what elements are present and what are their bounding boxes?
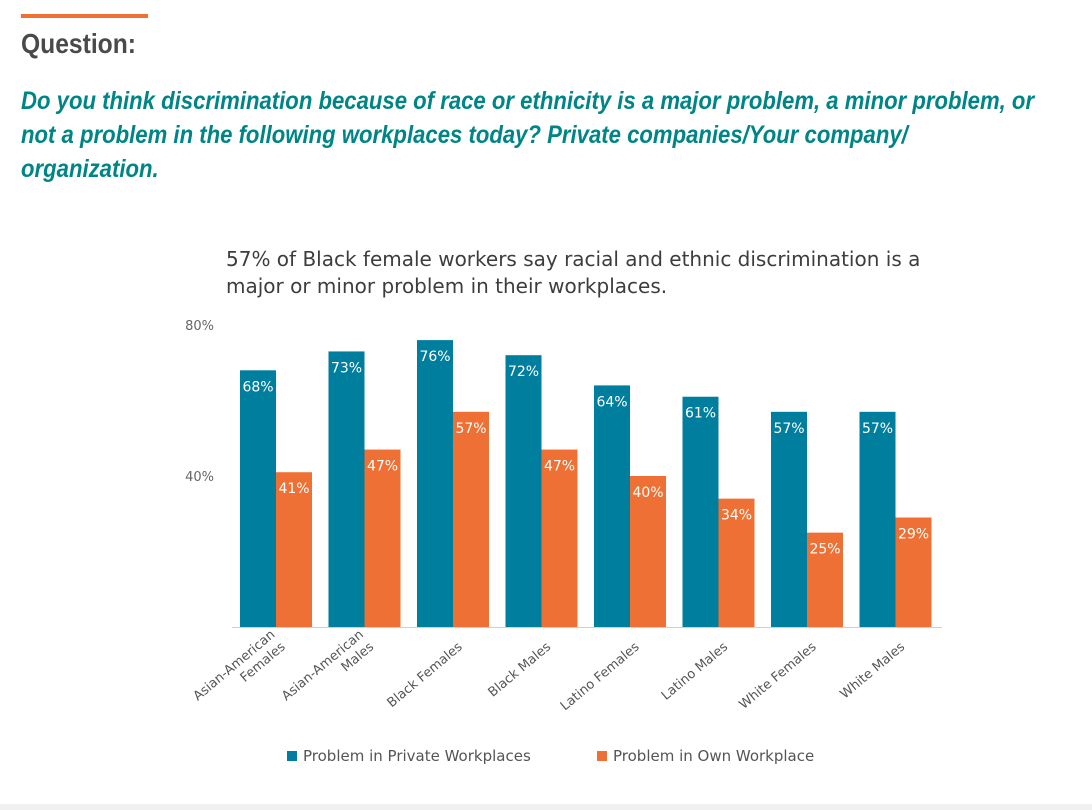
data-label: 73%	[331, 360, 362, 376]
bar-own	[895, 517, 932, 627]
bar-own	[630, 476, 666, 627]
y-tick-label: 80%	[185, 319, 214, 334]
bar-own	[718, 498, 755, 627]
bar-private	[417, 340, 453, 627]
category-label-line: White Females	[737, 639, 820, 712]
category-label: Asian-AmericanMales	[279, 627, 377, 716]
data-label: 41%	[278, 481, 309, 497]
legend-label-private: Problem in Private Workplaces	[303, 747, 531, 765]
bar-own	[364, 449, 401, 627]
question-text: Do you think discrimination because of r…	[21, 87, 1035, 183]
bar-own	[276, 472, 312, 627]
bar-private	[682, 396, 719, 627]
legend: Problem in Private Workplaces Problem in…	[287, 747, 847, 767]
category-label-line: Black Males	[486, 639, 555, 700]
data-label: 64%	[596, 394, 627, 410]
category-label: Latino Females	[558, 639, 643, 714]
data-label: 47%	[544, 459, 575, 475]
legend-label-own: Problem in Own Workplace	[613, 747, 815, 765]
category-label: Black Males	[486, 639, 555, 700]
category-label: White Females	[737, 639, 820, 712]
data-label: 72%	[508, 364, 539, 380]
data-label: 57%	[862, 421, 893, 437]
bar-own	[453, 411, 489, 627]
data-label: 57%	[773, 421, 804, 437]
data-label: 47%	[367, 459, 398, 475]
legend-swatch-private	[287, 751, 297, 761]
bar-private	[594, 385, 630, 627]
data-label: 61%	[685, 406, 716, 422]
category-label: Latino Males	[659, 639, 731, 703]
bar-private	[771, 411, 807, 627]
accent-rule	[21, 14, 148, 18]
category-label: Black Females	[385, 639, 466, 710]
bar-own	[807, 532, 843, 627]
data-label: 29%	[898, 527, 929, 543]
legend-swatch-own	[597, 751, 607, 761]
data-label: 76%	[419, 349, 450, 365]
legend-item-private: Problem in Private Workplaces	[287, 747, 531, 765]
bar-private	[505, 355, 542, 627]
bar-own	[541, 449, 578, 627]
category-label-line: Latino Females	[558, 639, 643, 714]
category-label-line: Black Females	[385, 639, 466, 710]
bar-private	[240, 370, 276, 627]
data-label: 25%	[809, 542, 840, 558]
legend-item-own: Problem in Own Workplace	[597, 747, 814, 765]
category-label-line: Latino Males	[659, 639, 731, 703]
data-label: 57%	[455, 421, 486, 437]
data-label: 40%	[632, 485, 663, 501]
bottom-band	[0, 804, 1092, 810]
bar-private	[859, 411, 896, 627]
chart-title: 57% of Black female workers say racial a…	[226, 247, 921, 298]
category-label: Asian-AmericanFemales	[191, 627, 289, 716]
category-label: White Males	[838, 639, 909, 702]
category-label-line: White Males	[838, 639, 909, 702]
data-label: 68%	[242, 379, 273, 395]
y-tick-label: 40%	[185, 470, 214, 485]
data-label: 34%	[721, 508, 752, 524]
question-heading: Question:	[21, 28, 136, 59]
bar-private	[328, 351, 365, 627]
